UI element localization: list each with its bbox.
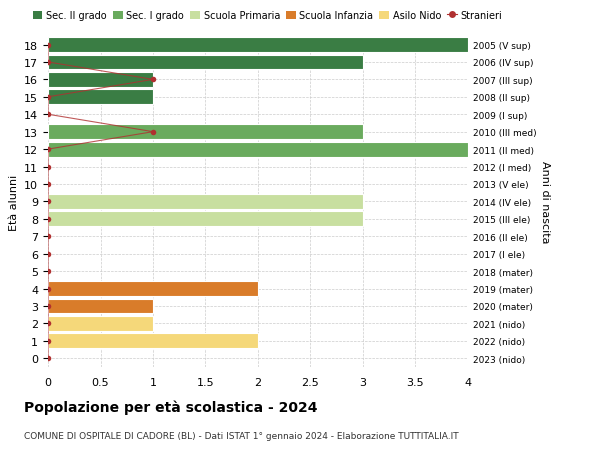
Bar [48,125,363,140]
Bar [48,56,363,70]
Bar [48,90,153,105]
Bar [48,212,363,227]
Bar [48,195,363,209]
Bar [48,73,153,88]
Bar [48,299,153,313]
Bar [48,334,258,348]
Bar [48,142,468,157]
Bar [48,281,258,297]
Text: COMUNE DI OSPITALE DI CADORE (BL) - Dati ISTAT 1° gennaio 2024 - Elaborazione TU: COMUNE DI OSPITALE DI CADORE (BL) - Dati… [24,431,458,441]
Legend: Sec. II grado, Sec. I grado, Scuola Primaria, Scuola Infanzia, Asilo Nido, Stran: Sec. II grado, Sec. I grado, Scuola Prim… [29,7,506,25]
Bar [48,38,468,53]
Text: Popolazione per età scolastica - 2024: Popolazione per età scolastica - 2024 [24,399,317,414]
Y-axis label: Età alunni: Età alunni [8,174,19,230]
Bar [48,316,153,331]
Y-axis label: Anni di nascita: Anni di nascita [541,161,550,243]
